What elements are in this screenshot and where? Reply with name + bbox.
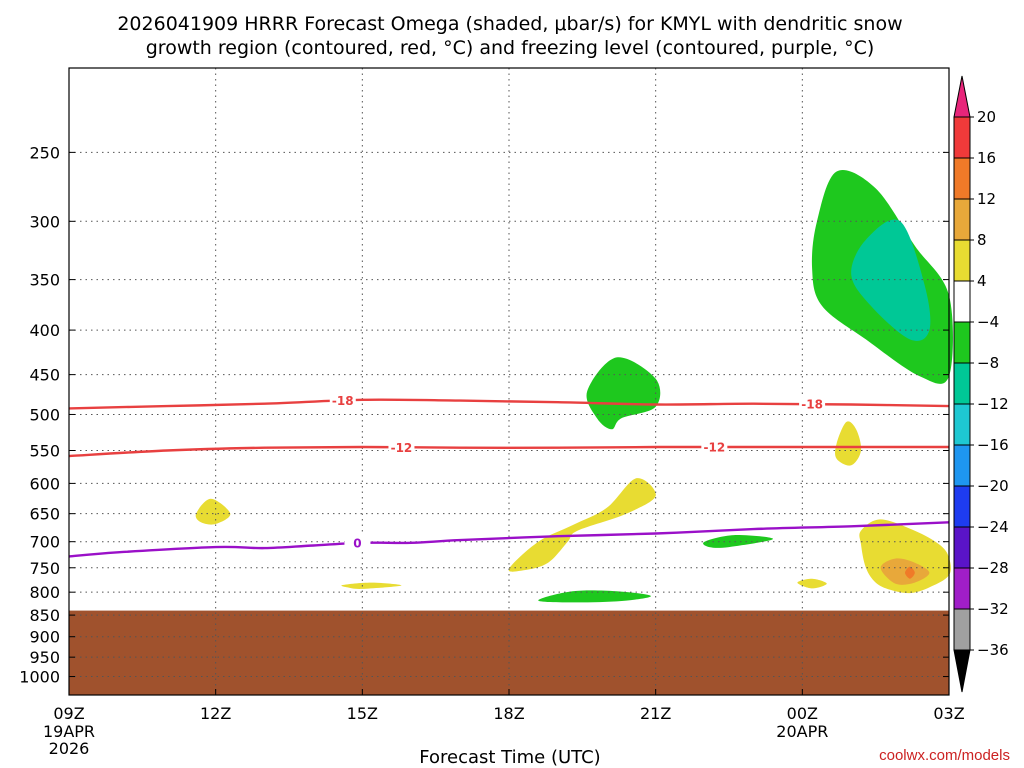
omega-region-11	[880, 558, 930, 585]
colorbar-bin	[953, 567, 971, 610]
y-tick-label: 1000	[19, 668, 60, 687]
colorbar-bin	[953, 608, 971, 651]
colorbar-tick-label: −20	[977, 477, 1009, 495]
ground-below-surface	[69, 610, 949, 695]
colorbar-bin	[953, 526, 971, 569]
y-tick-label: 450	[29, 366, 60, 385]
colorbar-tick-label: 12	[977, 190, 996, 208]
omega-region-2	[586, 357, 661, 430]
y-tick-label: 300	[29, 212, 60, 231]
omega-region-4	[195, 498, 231, 525]
omega-colorbar: 20 16 12 8 4 −4 −8 −12 −16 −20 −24 −28 −32 −36	[953, 75, 1009, 693]
contour-label-bg	[701, 439, 728, 456]
colorbar-tick-label: −32	[977, 600, 1009, 618]
temperature-contours: -18 -18 -12 -12 0	[68, 392, 950, 558]
y-tick-label: 250	[29, 143, 60, 162]
omega-region-7	[703, 535, 774, 548]
chart-title-line-1: 2026041909 HRRR Forecast Omega (shaded, …	[117, 13, 902, 35]
colorbar-tick-label: −8	[977, 354, 999, 372]
x-tick-label: 03Z	[933, 704, 964, 723]
contour-label-bg	[799, 396, 826, 413]
y-tick-label: 950	[29, 648, 60, 667]
omega-region-6	[538, 590, 651, 603]
x-tick-label: 18Z	[493, 704, 524, 723]
omega-shaded-regions	[195, 169, 953, 603]
colorbar-tick-label: −16	[977, 436, 1009, 454]
colorbar-bin	[953, 403, 971, 446]
colorbar-bin	[953, 198, 971, 241]
colorbar-bin	[953, 444, 971, 487]
contour-label: 0	[353, 537, 361, 551]
colorbar-bin	[953, 485, 971, 528]
x-tick-label: 15Z	[347, 704, 378, 723]
y-tick-label: 750	[29, 559, 60, 578]
colorbar-bin	[953, 321, 971, 364]
colorbar-bin	[953, 362, 971, 405]
colorbar-tick-label: −4	[977, 313, 999, 331]
colorbar-bottom-arrow	[953, 649, 971, 693]
chart-title-line-2: growth region (contoured, red, °C) and f…	[146, 37, 875, 59]
x-tick-date-label: 19APR	[43, 722, 95, 741]
x-tick-date-label: 20APR	[776, 722, 828, 741]
omega-region-3	[508, 478, 656, 572]
colorbar-tick-label: 4	[977, 272, 987, 290]
contour-label-bg	[329, 392, 356, 409]
colorbar-tick-label: 20	[977, 108, 996, 126]
x-tick-label: 09Z	[53, 704, 84, 723]
colorbar-bin	[953, 280, 971, 323]
x-tick-label: 21Z	[640, 704, 671, 723]
omega-region-12	[905, 566, 915, 579]
colorbar-top-arrow	[953, 75, 971, 118]
colorbar-bin	[953, 239, 971, 282]
y-tick-label: 850	[29, 606, 60, 625]
contour-label: -18	[332, 394, 354, 408]
x-tick-label: 00Z	[787, 704, 818, 723]
contour-line-2	[68, 521, 950, 558]
omega-region-5	[341, 582, 402, 589]
x-axis-label: Forecast Time (UTC)	[419, 747, 600, 768]
colorbar-tick-label: −12	[977, 395, 1009, 413]
source-credit[interactable]: coolwx.com/models	[879, 747, 1010, 764]
contour-label-bg	[388, 439, 415, 456]
y-tick-label: 650	[29, 505, 60, 524]
y-tick-label: 700	[29, 533, 60, 552]
y-axis-ticks: 250 300 350 400 450 500 550 600 650 700 750 800 850 9…	[19, 143, 949, 687]
y-tick-label: 400	[29, 321, 60, 340]
y-tick-label: 600	[29, 474, 60, 493]
contour-label: -12	[391, 441, 413, 455]
colorbar-bin	[953, 157, 971, 200]
x-tick-year-label: 2026	[49, 739, 90, 758]
contour-label-bg	[344, 535, 371, 552]
colorbar-tick-label: −28	[977, 559, 1009, 577]
omega-region-8	[797, 578, 827, 589]
y-tick-label: 550	[29, 442, 60, 461]
contour-line-1	[68, 445, 949, 458]
colorbar-tick-label: 8	[977, 231, 987, 249]
y-tick-label: 500	[29, 405, 60, 424]
contour-label: -12	[703, 441, 725, 455]
colorbar-tick-label: −24	[977, 518, 1009, 536]
colorbar-tick-label: −36	[977, 641, 1009, 659]
x-tick-label: 12Z	[200, 704, 231, 723]
contour-label: -18	[801, 398, 823, 412]
y-tick-label: 900	[29, 628, 60, 647]
colorbar-bin	[953, 116, 971, 159]
y-tick-label: 800	[29, 583, 60, 602]
colorbar-tick-label: 16	[977, 149, 996, 167]
y-tick-label: 350	[29, 271, 60, 290]
omega-region-1	[851, 219, 931, 341]
grid-lines	[68, 68, 949, 695]
omega-region-9	[835, 421, 862, 466]
